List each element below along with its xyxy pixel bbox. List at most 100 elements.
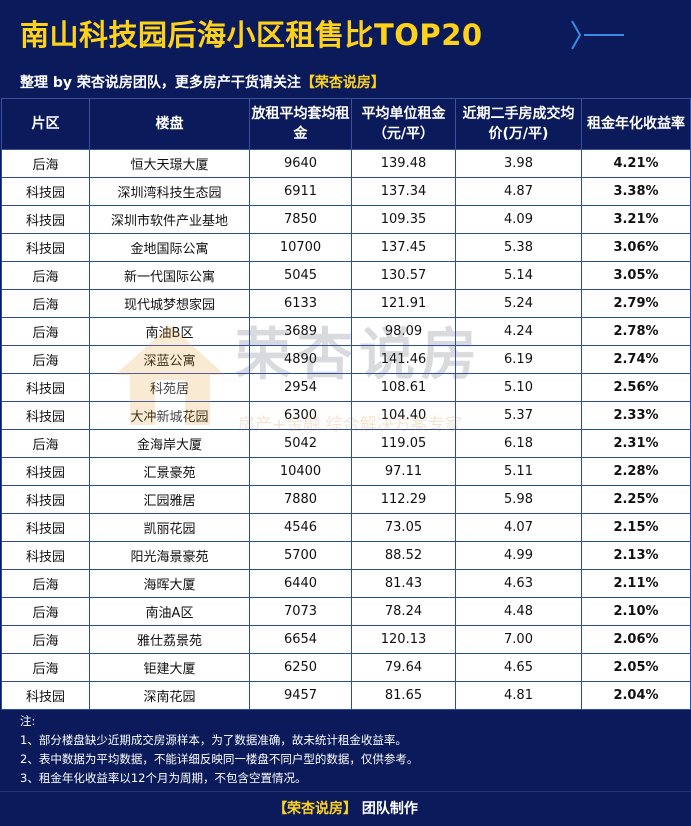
price-cell: 4.87 <box>455 177 582 206</box>
estate-cell: 汇景豪苑 <box>89 457 250 486</box>
column-header: 近期二手房成交均价(万/平) <box>455 98 582 150</box>
yield-cell: 2.56% <box>581 373 691 402</box>
notes-heading: 注: <box>20 714 36 728</box>
price-cell: 4.48 <box>455 597 582 626</box>
yield-cell: 2.74% <box>581 345 691 374</box>
estate-cell: 阳光海景豪苑 <box>89 541 250 570</box>
price-cell: 4.65 <box>455 653 582 682</box>
table-row: 科技园 凯丽花园 4546 73.05 4.07 2.15% <box>1 513 691 542</box>
yield-cell: 2.28% <box>581 457 691 486</box>
avg-rent-cell: 7073 <box>249 597 352 626</box>
estate-cell: 南油B区 <box>89 317 250 346</box>
unit-rent-cell: 109.35 <box>351 205 456 234</box>
table-row: 科技园 科苑居 2954 108.61 5.10 2.56% <box>1 373 691 402</box>
estate-cell: 科苑居 <box>89 373 250 402</box>
estate-cell: 海晖大厦 <box>89 569 250 598</box>
estate-cell: 凯丽花园 <box>89 513 250 542</box>
notes: 注: 1、部分楼盘缺少近期成交房源样本，为了数据准确，故未统计租金收益率。 2、… <box>20 712 418 788</box>
yield-cell: 3.38% <box>581 177 691 206</box>
column-header: 放租平均套均租金 <box>249 98 352 150</box>
page-title: 南山科技园后海小区租售比TOP20 <box>20 18 483 52</box>
table-row: 后海 新一代国际公寓 5045 130.57 5.14 3.05% <box>1 261 691 290</box>
yield-cell: 3.05% <box>581 261 691 290</box>
column-header: 租金年化收益率 <box>581 98 691 150</box>
avg-rent-cell: 5045 <box>249 261 352 290</box>
district-cell: 科技园 <box>1 541 90 570</box>
avg-rent-cell: 6911 <box>249 177 352 206</box>
price-cell: 4.63 <box>455 569 582 598</box>
price-cell: 5.38 <box>455 233 582 262</box>
yield-cell: 2.04% <box>581 681 691 710</box>
table-body: 后海 恒大天璟大厦 9640 139.48 3.98 4.21% 科技园 深圳湾科技生态园 69… <box>1 149 691 710</box>
unit-rent-cell: 79.64 <box>351 653 456 682</box>
unit-rent-cell: 112.29 <box>351 485 456 514</box>
district-cell: 科技园 <box>1 205 90 234</box>
yield-cell: 2.05% <box>581 653 691 682</box>
price-cell: 5.98 <box>455 485 582 514</box>
column-header: 平均单位租金（元/平） <box>351 98 456 150</box>
unit-rent-cell: 97.11 <box>351 457 456 486</box>
footer-text: 团队制作 <box>357 801 418 817</box>
avg-rent-cell: 7850 <box>249 205 352 234</box>
note-item: 1、部分楼盘缺少近期成交房源样本，为了数据准确，故未统计租金收益率。 <box>20 733 407 747</box>
column-header: 片区 <box>1 98 90 150</box>
divider <box>0 791 691 792</box>
avg-rent-cell: 10700 <box>249 233 352 262</box>
avg-rent-cell: 9640 <box>249 149 352 178</box>
yield-cell: 2.06% <box>581 625 691 654</box>
district-cell: 后海 <box>1 289 90 318</box>
table-row: 科技园 深圳市软件产业基地 7850 109.35 4.09 3.21% <box>1 205 691 234</box>
chevron-right-icon <box>571 20 624 50</box>
unit-rent-cell: 119.05 <box>351 429 456 458</box>
price-cell: 4.99 <box>455 541 582 570</box>
price-cell: 4.24 <box>455 317 582 346</box>
unit-rent-cell: 81.65 <box>351 681 456 710</box>
district-cell: 科技园 <box>1 513 90 542</box>
yield-cell: 2.78% <box>581 317 691 346</box>
price-cell: 5.11 <box>455 457 582 486</box>
unit-rent-cell: 108.61 <box>351 373 456 402</box>
unit-rent-cell: 73.05 <box>351 513 456 542</box>
district-cell: 后海 <box>1 653 90 682</box>
unit-rent-cell: 104.40 <box>351 401 456 430</box>
table-row: 后海 恒大天璟大厦 9640 139.48 3.98 4.21% <box>1 149 691 178</box>
note-item: 2、表中数据为平均数据，不能详细反映同一楼盘不同户型的数据，仅供参考。 <box>20 752 419 766</box>
table-row: 科技园 阳光海景豪苑 5700 88.52 4.99 2.13% <box>1 541 691 570</box>
unit-rent-cell: 121.91 <box>351 289 456 318</box>
unit-rent-cell: 137.45 <box>351 233 456 262</box>
unit-rent-cell: 137.34 <box>351 177 456 206</box>
price-cell: 3.98 <box>455 149 582 178</box>
table-header-row: 片区 楼盘 放租平均套均租金 平均单位租金（元/平） 近期二手房成交均价(万/平) 租金年… <box>1 98 691 150</box>
yield-cell: 4.21% <box>581 149 691 178</box>
avg-rent-cell: 4890 <box>249 345 352 374</box>
table-row: 后海 金海岸大厦 5042 119.05 6.18 2.31% <box>1 429 691 458</box>
avg-rent-cell: 10400 <box>249 457 352 486</box>
table-row: 科技园 大冲新城花园 6300 104.40 5.37 2.33% <box>1 401 691 430</box>
estate-cell: 新一代国际公寓 <box>89 261 250 290</box>
district-cell: 科技园 <box>1 681 90 710</box>
district-cell: 科技园 <box>1 373 90 402</box>
avg-rent-cell: 5700 <box>249 541 352 570</box>
table-row: 科技园 深南花园 9457 81.65 4.81 2.04% <box>1 681 691 710</box>
yield-cell: 2.15% <box>581 513 691 542</box>
price-cell: 4.07 <box>455 513 582 542</box>
unit-rent-cell: 139.48 <box>351 149 456 178</box>
avg-rent-cell: 6133 <box>249 289 352 318</box>
district-cell: 科技园 <box>1 485 90 514</box>
district-cell: 后海 <box>1 569 90 598</box>
yield-cell: 2.13% <box>581 541 691 570</box>
yield-cell: 2.25% <box>581 485 691 514</box>
note-item: 3、租金年化收益率以12个月为周期，不包含空置情况。 <box>20 771 307 785</box>
avg-rent-cell: 2954 <box>249 373 352 402</box>
unit-rent-cell: 120.13 <box>351 625 456 654</box>
estate-cell: 深圳湾科技生态园 <box>89 177 250 206</box>
avg-rent-cell: 7880 <box>249 485 352 514</box>
column-header: 楼盘 <box>89 98 250 150</box>
yield-cell: 2.11% <box>581 569 691 598</box>
yield-cell: 3.06% <box>581 233 691 262</box>
header: 南山科技园后海小区租售比TOP20 <box>0 0 691 70</box>
subtitle-highlight: 【荣杏说房】 <box>300 75 385 91</box>
subtitle-text: 整理 by 荣杏说房团队，更多房产干货请关注 <box>20 75 301 91</box>
district-cell: 后海 <box>1 597 90 626</box>
avg-rent-cell: 6250 <box>249 653 352 682</box>
